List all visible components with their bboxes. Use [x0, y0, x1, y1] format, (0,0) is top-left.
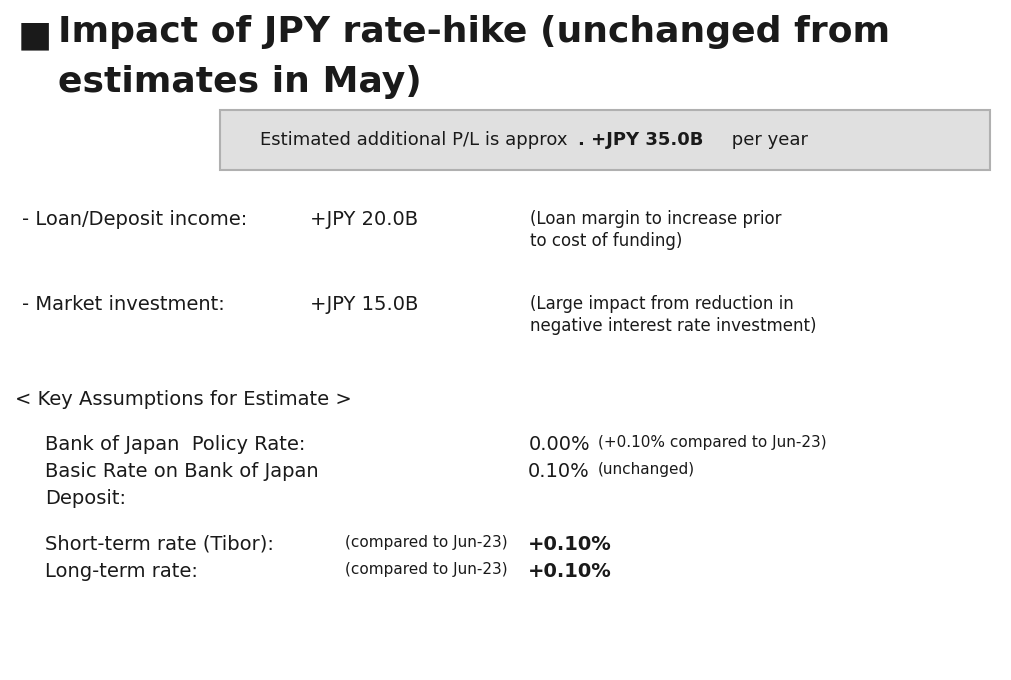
Text: < Key Assumptions for Estimate >: < Key Assumptions for Estimate > [15, 390, 352, 409]
Text: Bank of Japan  Policy Rate:: Bank of Japan Policy Rate: [44, 435, 305, 454]
Text: Impact of JPY rate-hike (unchanged from: Impact of JPY rate-hike (unchanged from [58, 15, 890, 49]
Text: to cost of funding): to cost of funding) [530, 232, 681, 250]
Text: Estimated additional P/L is approx: Estimated additional P/L is approx [260, 131, 567, 149]
Text: - Market investment:: - Market investment: [22, 295, 224, 314]
Text: 0.00%: 0.00% [528, 435, 589, 454]
Text: (+0.10% compared to Jun-23): (+0.10% compared to Jun-23) [598, 435, 826, 450]
Text: +JPY 20.0B: +JPY 20.0B [309, 210, 418, 229]
Text: Basic Rate on Bank of Japan: Basic Rate on Bank of Japan [44, 462, 318, 481]
Text: negative interest rate investment): negative interest rate investment) [530, 317, 816, 335]
Text: +JPY 15.0B: +JPY 15.0B [309, 295, 418, 314]
Text: (Loan margin to increase prior: (Loan margin to increase prior [530, 210, 780, 228]
Text: (compared to Jun-23): (compared to Jun-23) [345, 535, 508, 550]
Text: Short-term rate (Tibor):: Short-term rate (Tibor): [44, 535, 274, 554]
Text: 0.10%: 0.10% [528, 462, 589, 481]
Text: . +JPY 35.0B: . +JPY 35.0B [577, 131, 703, 149]
Text: - Loan/Deposit income:: - Loan/Deposit income: [22, 210, 247, 229]
Text: +0.10%: +0.10% [528, 562, 611, 581]
Text: ■: ■ [18, 18, 53, 52]
Text: per year: per year [725, 131, 807, 149]
Text: Deposit:: Deposit: [44, 489, 126, 508]
Text: estimates in May): estimates in May) [58, 65, 422, 99]
Text: (Large impact from reduction in: (Large impact from reduction in [530, 295, 793, 313]
FancyBboxPatch shape [219, 110, 989, 170]
Text: (compared to Jun-23): (compared to Jun-23) [345, 562, 508, 577]
Text: (unchanged): (unchanged) [598, 462, 695, 477]
Text: +0.10%: +0.10% [528, 535, 611, 554]
Text: Long-term rate:: Long-term rate: [44, 562, 198, 581]
